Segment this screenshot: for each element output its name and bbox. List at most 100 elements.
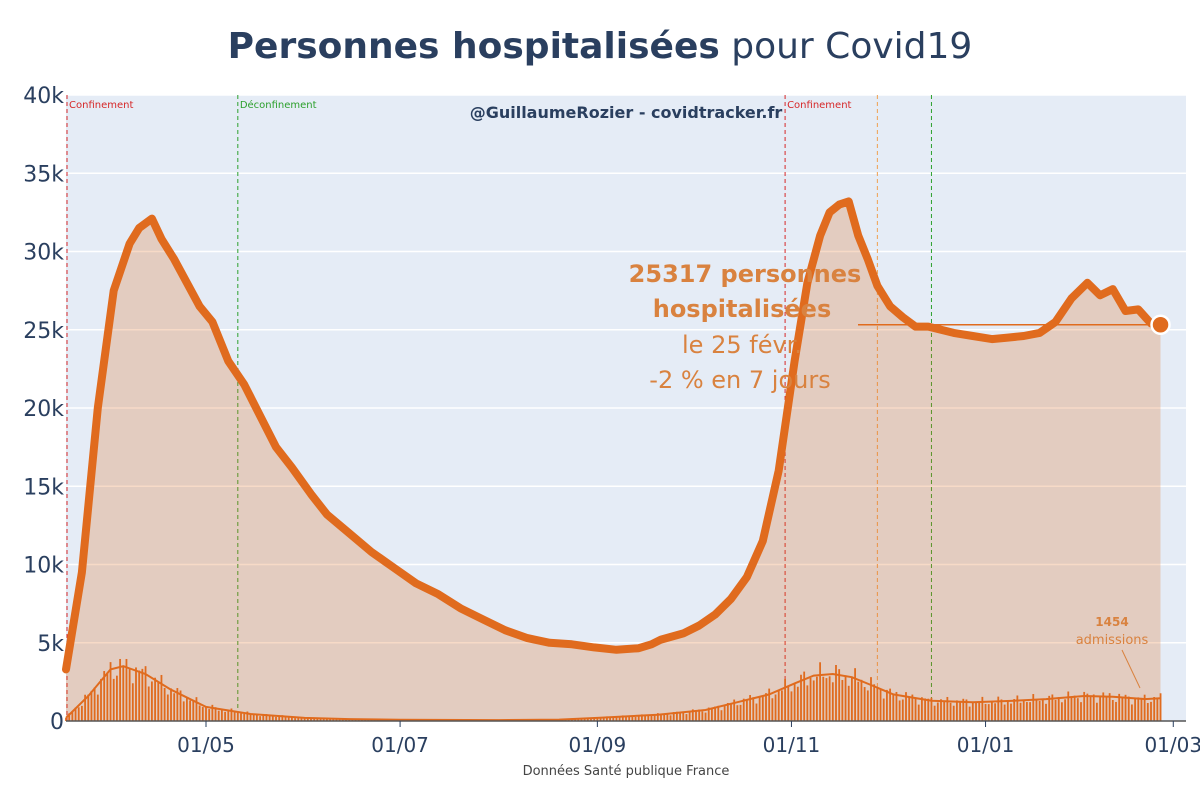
admission-bar xyxy=(930,697,933,721)
admission-bar xyxy=(647,715,650,721)
admission-bar xyxy=(682,711,685,721)
admission-bar xyxy=(227,709,230,721)
admission-bar xyxy=(198,705,201,721)
admission-bar xyxy=(917,704,920,721)
admission-bar xyxy=(208,709,211,721)
admission-bar xyxy=(1041,699,1044,721)
x-tick-label: 01/01 xyxy=(957,733,1015,757)
admission-bar xyxy=(583,718,586,721)
admission-bar xyxy=(892,694,895,721)
admission-bar xyxy=(886,689,888,721)
admission-bar xyxy=(895,691,898,721)
admissions-value: 1454 xyxy=(1095,615,1128,629)
annotation-change: -2 % en 7 jours xyxy=(649,366,830,394)
admission-bar xyxy=(612,717,615,721)
admission-bar xyxy=(816,676,818,721)
admissions-label: admissions xyxy=(1076,633,1149,648)
admission-bar xyxy=(599,718,602,721)
x-tick-label: 01/11 xyxy=(763,733,821,757)
admission-bar xyxy=(329,719,331,721)
admission-bar xyxy=(1159,693,1162,721)
admission-bar xyxy=(851,676,853,721)
admission-bar xyxy=(262,714,265,721)
admission-bar xyxy=(768,688,771,721)
admission-bar xyxy=(1035,698,1038,721)
admission-bar xyxy=(160,674,163,721)
admission-bar xyxy=(609,717,611,721)
admission-bar xyxy=(1108,693,1111,721)
admission-bar xyxy=(278,716,281,721)
admission-bar xyxy=(790,691,793,721)
admission-bar xyxy=(138,670,141,721)
admission-bar xyxy=(1089,695,1092,721)
x-tick-label: 01/09 xyxy=(569,733,627,757)
admission-bar xyxy=(685,714,688,721)
hospitalized-line xyxy=(62,197,1165,674)
y-tick-label: 40k xyxy=(23,84,64,109)
admission-bar xyxy=(650,715,653,721)
admission-bar xyxy=(936,702,939,721)
admission-bar xyxy=(739,704,742,721)
admission-bar xyxy=(625,716,627,721)
admission-bar xyxy=(691,709,694,721)
y-tick-label: 5k xyxy=(37,632,64,657)
admission-bar xyxy=(96,694,99,721)
admission-bar xyxy=(975,702,977,721)
y-tick-label: 30k xyxy=(23,241,64,266)
admission-bar xyxy=(911,694,914,721)
admission-bar xyxy=(179,690,182,721)
admission-bar xyxy=(316,717,319,721)
admission-bar xyxy=(847,685,850,721)
annotation-label: hospitalisées xyxy=(653,295,832,323)
admission-bar xyxy=(956,700,958,721)
admission-bar xyxy=(679,712,681,721)
admission-bar xyxy=(914,698,917,721)
admission-bar xyxy=(593,718,596,721)
admission-bar xyxy=(1150,701,1152,721)
admission-bar xyxy=(971,702,974,721)
admission-bar xyxy=(116,675,118,721)
admission-bar xyxy=(1057,697,1060,721)
admission-bar xyxy=(774,694,777,721)
admission-bar xyxy=(940,699,942,721)
admission-bar xyxy=(1092,694,1095,721)
admission-bar xyxy=(163,687,166,721)
admission-bar xyxy=(1134,697,1136,721)
admission-bar xyxy=(663,714,666,721)
admission-bar xyxy=(711,707,713,721)
admission-bar xyxy=(927,698,930,721)
admission-bar xyxy=(195,697,198,721)
admission-bar xyxy=(1045,703,1047,721)
admission-bar xyxy=(1064,699,1066,721)
admission-bar xyxy=(781,690,783,721)
admission-bar xyxy=(835,665,837,721)
admission-bar xyxy=(933,705,936,721)
admission-bar xyxy=(310,718,312,721)
admission-bar xyxy=(65,717,67,721)
admission-bar xyxy=(100,678,102,721)
admission-bar xyxy=(752,697,755,721)
admission-bar xyxy=(758,696,761,721)
admission-bar xyxy=(1121,697,1124,721)
admission-bar xyxy=(1019,702,1022,721)
chart-title: Personnes hospitalisées pour Covid19 xyxy=(227,26,973,67)
admission-bar xyxy=(93,687,96,721)
admission-bar xyxy=(303,717,306,721)
y-tick-label: 10k xyxy=(23,554,64,579)
admission-bar xyxy=(106,672,109,721)
admission-bar xyxy=(300,717,303,721)
admission-bar xyxy=(720,710,723,721)
admission-bar xyxy=(1032,694,1035,721)
admission-bar xyxy=(822,676,825,721)
admission-bar xyxy=(637,715,640,721)
admission-bar xyxy=(704,712,707,721)
admission-bar xyxy=(844,675,847,721)
admission-bar xyxy=(122,666,125,721)
admission-bar xyxy=(873,684,876,721)
admission-bar xyxy=(656,713,659,721)
admission-bar xyxy=(866,690,869,721)
admission-bar xyxy=(746,700,748,721)
admission-bar xyxy=(173,693,176,721)
annotation-date: le 25 févr. xyxy=(682,331,802,359)
admission-bar xyxy=(841,679,844,721)
